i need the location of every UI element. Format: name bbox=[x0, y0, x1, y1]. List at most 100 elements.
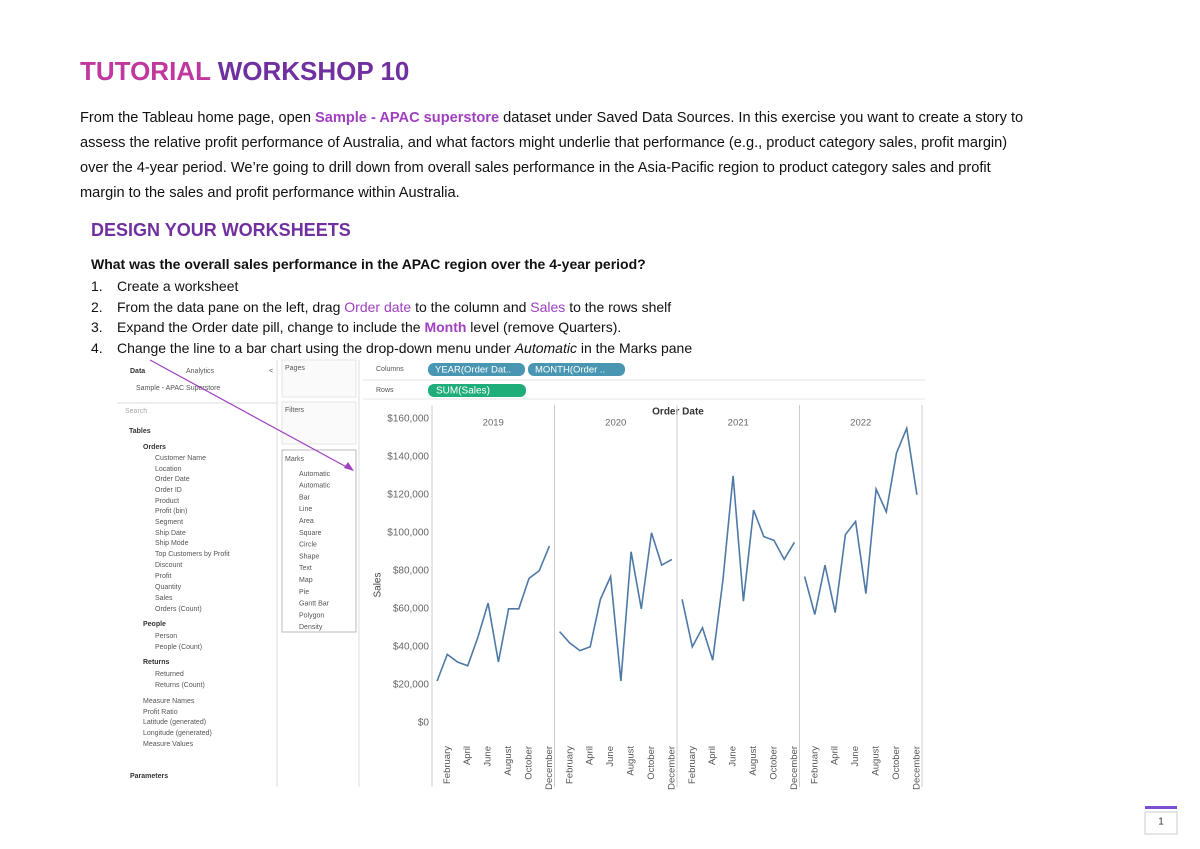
y-tick-label: $80,000 bbox=[393, 565, 430, 576]
field[interactable]: Measure Names bbox=[143, 698, 195, 705]
y-tick-label: $60,000 bbox=[393, 603, 430, 614]
field[interactable]: Order Date bbox=[155, 476, 190, 483]
x-tick-label: December bbox=[789, 746, 800, 790]
mark-type: Square bbox=[299, 530, 322, 537]
field[interactable]: Customer Name bbox=[155, 455, 206, 462]
screenshot-bg bbox=[117, 357, 925, 789]
field[interactable]: Orders bbox=[143, 444, 166, 451]
mark-type: Pie bbox=[299, 589, 309, 596]
section-heading: DESIGN YOUR WORKSHEETS bbox=[91, 220, 351, 240]
x-tick-label: April bbox=[830, 746, 841, 765]
text-run: Month bbox=[424, 319, 467, 335]
y-axis-label: Sales bbox=[373, 572, 384, 597]
filters-label: Filters bbox=[285, 407, 305, 414]
field[interactable]: People (Count) bbox=[155, 644, 202, 651]
arrow bbox=[149, 359, 353, 471]
search[interactable]: Search bbox=[125, 408, 147, 415]
text-run: 2. bbox=[91, 298, 103, 315]
pages-card bbox=[281, 359, 357, 398]
mark-type: Polygon bbox=[299, 612, 324, 619]
text-run: in the Marks pane bbox=[576, 339, 693, 356]
x-tick-label: August bbox=[503, 746, 514, 776]
field[interactable]: Discount bbox=[155, 562, 182, 569]
x-tick-label: April bbox=[707, 746, 718, 765]
pill-text[interactable]: SUM(Sales) bbox=[436, 386, 490, 397]
y-tick-label: $140,000 bbox=[387, 451, 429, 462]
step: 1. Create a worksheet bbox=[91, 276, 692, 297]
field[interactable]: People bbox=[143, 621, 166, 628]
field[interactable]: Longitude (generated) bbox=[143, 730, 212, 737]
arrowhead bbox=[344, 462, 354, 471]
x-tick-label: December bbox=[544, 746, 555, 790]
sales-line bbox=[681, 475, 796, 661]
text-run: Sample - APAC superstore bbox=[315, 110, 500, 126]
panel-label: 2020 bbox=[605, 418, 626, 429]
text-run: From the Tableau home page, open bbox=[80, 110, 316, 126]
field[interactable]: Order ID bbox=[155, 487, 182, 494]
text-run: Create a worksheet bbox=[117, 278, 239, 294]
text-run: 4. bbox=[91, 339, 103, 356]
x-tick-label: August bbox=[626, 746, 637, 776]
pill-text: MONTH(Order .. bbox=[535, 365, 605, 376]
x-tick-label: February bbox=[564, 746, 575, 784]
field[interactable]: Returns bbox=[143, 659, 170, 666]
text-run: 1. bbox=[91, 278, 103, 294]
shelf-label: Rows bbox=[376, 387, 394, 394]
text-run: margin to the sales and profit performan… bbox=[80, 185, 460, 201]
mark-type: Line bbox=[299, 506, 312, 513]
page-bar bbox=[1145, 806, 1177, 809]
pill[interactable] bbox=[428, 384, 526, 397]
field[interactable]: Profit Ratio bbox=[143, 709, 178, 716]
field[interactable]: Profit bbox=[155, 573, 171, 580]
field[interactable]: Product bbox=[155, 498, 179, 505]
y-tick-label: $40,000 bbox=[393, 641, 430, 652]
step: 2. From the data pane on the left, drag O… bbox=[91, 297, 692, 318]
x-tick-label: December bbox=[666, 746, 677, 790]
page-number: 1 bbox=[1158, 817, 1164, 828]
field[interactable]: Person bbox=[155, 633, 177, 640]
mark-type: Area bbox=[299, 518, 314, 525]
intro-line: From the Tableau home page, open Sample … bbox=[80, 106, 1023, 131]
intro: From the Tableau home page, open Sample … bbox=[80, 106, 1023, 206]
steps: 1. Create a worksheet 2. From the data pane… bbox=[91, 276, 692, 358]
x-tick-label: February bbox=[687, 746, 698, 784]
field[interactable]: Orders (Count) bbox=[155, 606, 202, 613]
y-tick-label: $120,000 bbox=[387, 489, 429, 500]
field[interactable]: Ship Mode bbox=[155, 540, 189, 547]
intro-line: over the 4-year period. We’re going to d… bbox=[80, 156, 1023, 181]
text-run: Automatic bbox=[514, 339, 577, 356]
pill-text: YEAR(Order Dat.. bbox=[435, 365, 511, 376]
pages-label: Pages bbox=[285, 365, 305, 372]
field[interactable]: Sales bbox=[155, 595, 173, 602]
mark-type: Automatic bbox=[299, 483, 331, 490]
field[interactable]: Returns (Count) bbox=[155, 682, 205, 689]
tab[interactable]: Data bbox=[130, 368, 145, 375]
field[interactable]: Profit (bin) bbox=[155, 508, 187, 515]
field[interactable]: Latitude (generated) bbox=[143, 719, 206, 726]
mark-type: Bar bbox=[299, 494, 311, 501]
step: 3. Expand the Order date pill, change to … bbox=[91, 317, 692, 338]
field[interactable]: Measure Values bbox=[143, 741, 194, 748]
text-run: Sales bbox=[530, 298, 566, 315]
parameters-label: Parameters bbox=[130, 773, 168, 780]
field[interactable]: Top Customers by Profit bbox=[155, 551, 230, 558]
marks-menu bbox=[281, 449, 357, 633]
text-run: level (remove Quarters). bbox=[466, 319, 622, 335]
tab[interactable]: Analytics bbox=[186, 368, 215, 375]
title-part: TUTORIAL bbox=[80, 56, 211, 86]
data-source[interactable]: Sample - APAC Superstore bbox=[136, 385, 220, 392]
mark-type: Map bbox=[299, 577, 313, 584]
x-tick-label: February bbox=[809, 746, 820, 784]
x-tick-label: October bbox=[523, 746, 534, 780]
sales-line bbox=[559, 532, 673, 682]
field[interactable]: Location bbox=[155, 466, 182, 473]
y-tick-label: $0 bbox=[418, 717, 430, 728]
field[interactable]: Segment bbox=[155, 519, 183, 526]
field[interactable]: Returned bbox=[155, 671, 184, 678]
field[interactable]: Quantity bbox=[155, 584, 182, 591]
text-run: to the column and bbox=[411, 298, 531, 315]
mark-type: Shape bbox=[299, 553, 319, 560]
field[interactable]: Ship Date bbox=[155, 530, 186, 537]
collapse[interactable]: < bbox=[269, 368, 273, 375]
